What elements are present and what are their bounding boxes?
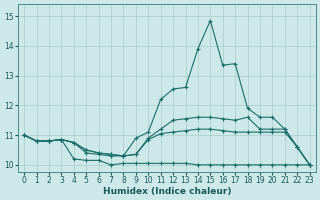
X-axis label: Humidex (Indice chaleur): Humidex (Indice chaleur)	[103, 187, 231, 196]
